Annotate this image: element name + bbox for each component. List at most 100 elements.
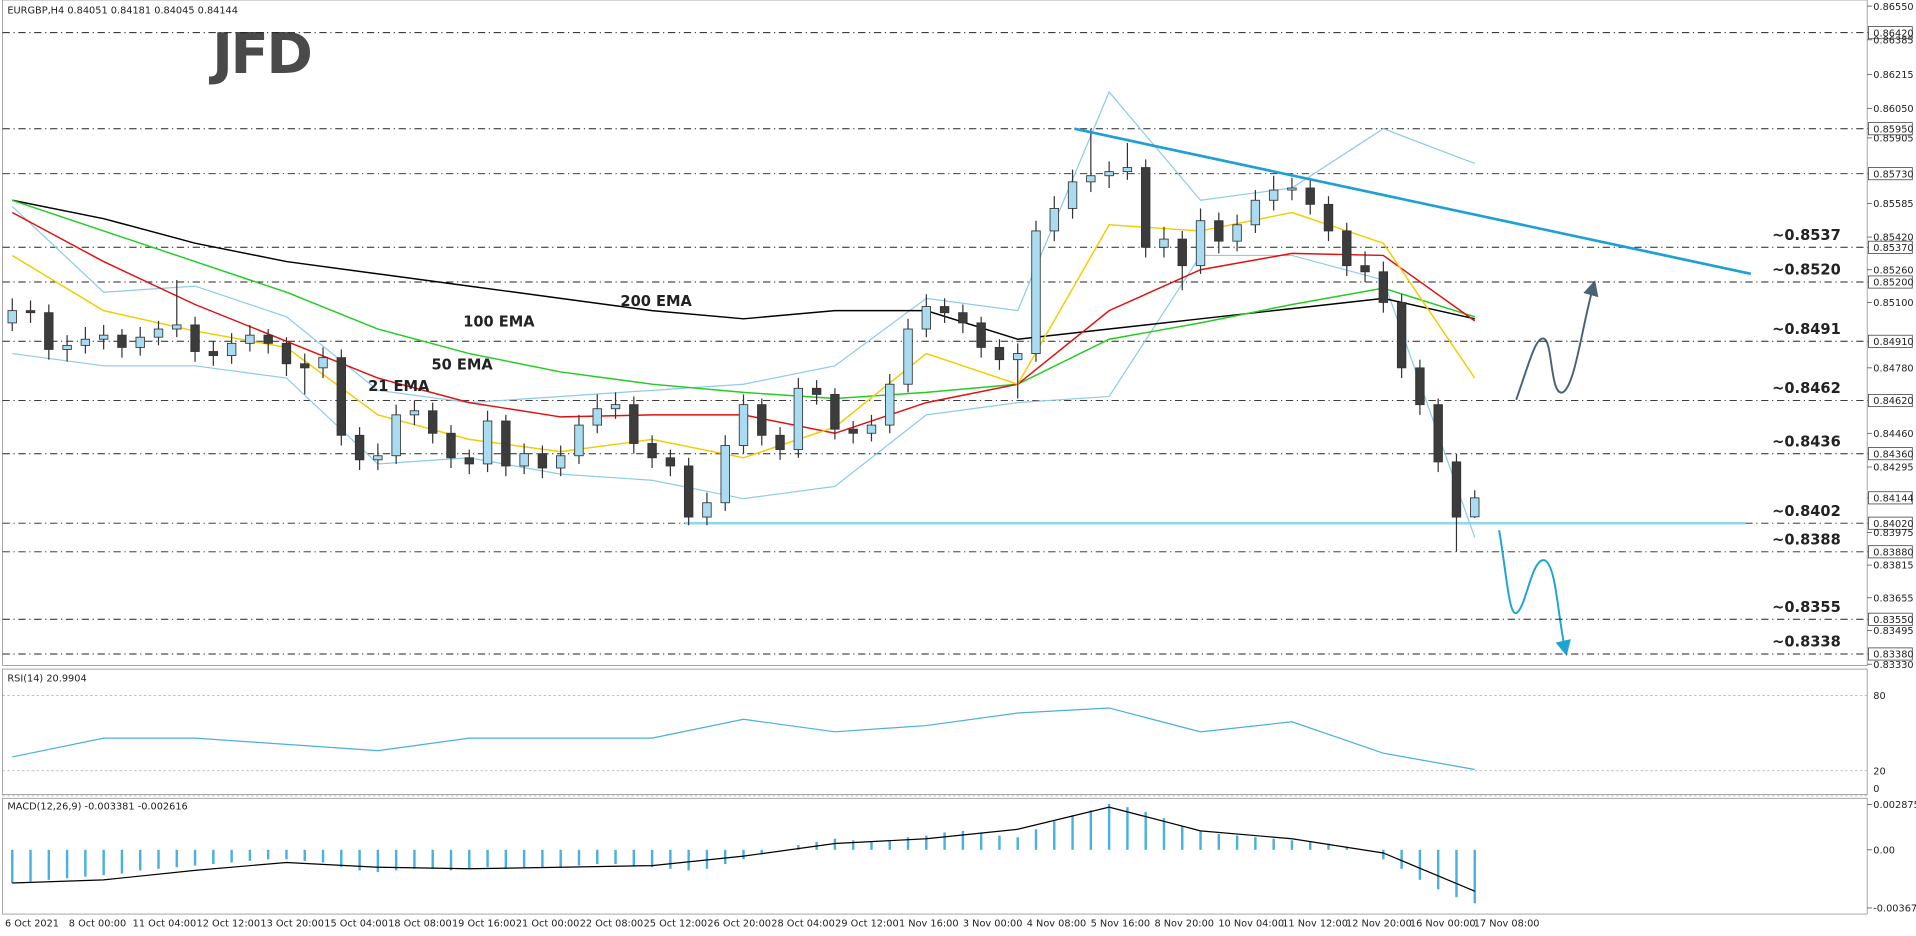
candle-body (1013, 353, 1023, 361)
candle-body (1415, 367, 1425, 406)
trendline (1074, 127, 1752, 276)
candle-body (25, 310, 36, 314)
candle-body (848, 428, 858, 434)
candle-body (1104, 171, 1114, 177)
macd-panel (2, 797, 1868, 915)
candle-body (482, 420, 493, 465)
close: 0.84144 (198, 5, 238, 16)
candle-body (354, 434, 365, 461)
level-label: ~0.8355 (1772, 599, 1841, 616)
candle-body (629, 404, 639, 444)
candle-body (80, 338, 91, 346)
level-label: ~0.8338 (1772, 634, 1841, 651)
y-tick-label: 0.84020 (1873, 519, 1913, 530)
candle-body (1049, 208, 1059, 232)
candle-body (501, 420, 511, 467)
price-box (1868, 26, 1913, 40)
candle-body (683, 465, 694, 518)
y-tick-label: 0.84910 (1873, 337, 1913, 348)
y-tick-label: 0.86050 (1873, 104, 1913, 115)
x-tick-label: 29 Oct 12:00 (835, 918, 899, 929)
rsi-header: RSI(14) 20.9904 (7, 673, 86, 684)
candle-body (592, 408, 602, 426)
x-tick-label: 21 Oct 00:00 (516, 918, 580, 929)
ema-line (11, 211, 1476, 459)
price-box (1868, 516, 1913, 530)
candle-body (1232, 224, 1242, 242)
x-tick-label: 8 Oct 00:00 (69, 918, 126, 929)
x-tick-label: 15 Oct 04:00 (324, 918, 388, 929)
level-label: ~0.8491 (1772, 321, 1841, 338)
candle-body (555, 455, 566, 469)
candle-body (720, 445, 730, 504)
scenario-down (1498, 529, 1571, 656)
candle-body (226, 342, 237, 357)
candle-body (958, 312, 968, 324)
price-box (1868, 491, 1913, 505)
candle-body (811, 387, 822, 395)
y-tick-label: 0.84780 (1873, 364, 1913, 375)
x-tick-label: 12 Nov 20:00 (1346, 918, 1412, 929)
x-tick-label: 18 Oct 08:00 (388, 918, 452, 929)
candle-body (1159, 238, 1169, 248)
y-tick-label: 0.86385 (1873, 35, 1913, 46)
level-label: ~0.8436 (1772, 433, 1841, 450)
candle-body (98, 334, 109, 340)
macd-tick-label: 0.00 (1873, 845, 1895, 856)
candle-body (1140, 167, 1151, 248)
x-tick-label: 12 Oct 12:00 (197, 918, 261, 929)
candle-body (903, 328, 913, 385)
y-tick-label: 0.84620 (1873, 396, 1913, 407)
level-label: ~0.8520 (1772, 262, 1841, 279)
y-tick-label: 0.85585 (1873, 199, 1913, 210)
rsi-tick-label: 0 (1873, 784, 1879, 795)
candle-body (537, 453, 548, 469)
candle-body (1195, 220, 1206, 267)
candle-body (793, 387, 804, 451)
level-label: ~0.8537 (1772, 227, 1841, 244)
x-tick-label: 26 Oct 20:00 (707, 918, 771, 929)
candle-body (391, 414, 401, 457)
candle-body (281, 342, 292, 365)
x-tick-label: 3 Nov 00:00 (963, 918, 1023, 929)
logo: JFD (208, 22, 310, 87)
y-tick-label: 0.83880 (1873, 547, 1913, 558)
x-tick-label: 25 Oct 12:00 (644, 918, 708, 929)
candle-body (1214, 220, 1224, 242)
ema-line (12, 199, 1475, 340)
header: EURGBP,H4 0.84051 0.84181 0.84045 0.8414… (7, 5, 238, 16)
candle-body (519, 453, 529, 467)
y-tick-label: 0.84360 (1873, 449, 1913, 460)
candle-body (336, 357, 347, 436)
rsi-tick-label: 20 (1873, 766, 1885, 777)
candle-body (885, 383, 895, 426)
price-box (1868, 612, 1913, 626)
x-tick-label: 22 Oct 08:00 (580, 918, 644, 929)
candle-body (135, 336, 145, 348)
y-tick-label: 0.85260 (1873, 265, 1913, 276)
y-tick-label: 0.83815 (1873, 561, 1913, 572)
candle-body (1122, 167, 1133, 173)
y-tick-label: 0.83495 (1873, 626, 1913, 637)
y-tick-label: 0.85905 (1873, 134, 1913, 145)
candle-body (574, 424, 584, 457)
candle-body (318, 357, 328, 369)
macd-tick-label: -0.003679 (1873, 904, 1916, 915)
price-box (1868, 275, 1913, 289)
candle-body (610, 404, 621, 410)
candle-body (976, 322, 986, 348)
ema-label: 200 EMA (620, 293, 692, 310)
macd-header: MACD(12,26,9) -0.003381 -0.002616 (7, 801, 187, 812)
candle-body (830, 394, 840, 430)
y-tick-label: 0.85420 (1873, 233, 1913, 244)
x-tick-label: 16 Nov 00:00 (1410, 918, 1476, 929)
candle-body (738, 404, 749, 446)
candle-body (1177, 238, 1187, 267)
rsi-panel (2, 668, 1868, 795)
candle-body (1067, 181, 1078, 209)
x-tick-label: 13 Oct 20:00 (260, 918, 324, 929)
ema-label: 50 EMA (432, 356, 494, 373)
macd-tick-label: 0.002875 (1873, 800, 1916, 811)
level-label: ~0.8388 (1772, 531, 1841, 548)
rsi-tick-label: 80 (1873, 691, 1885, 702)
